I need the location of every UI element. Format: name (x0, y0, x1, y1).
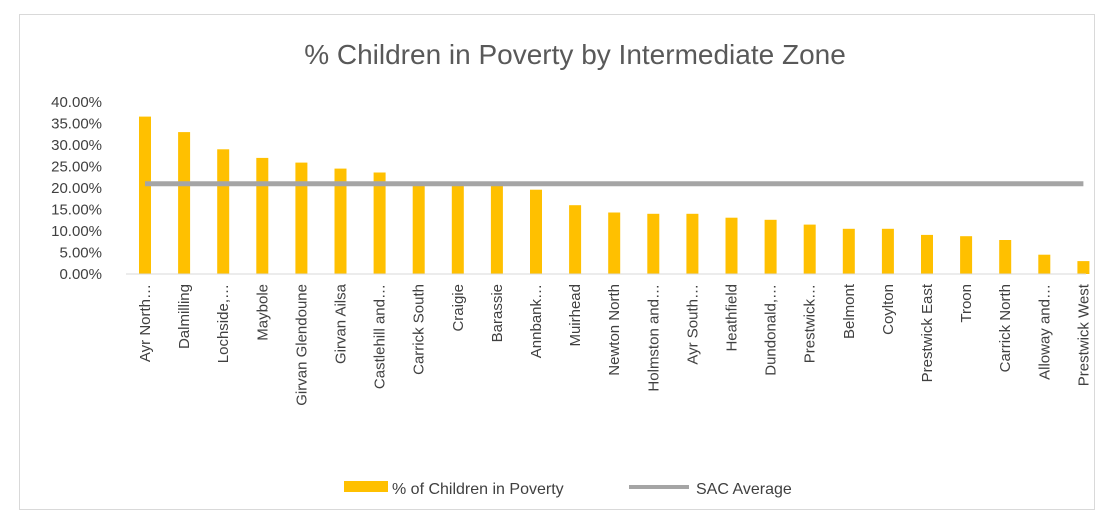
bar (842, 228, 855, 274)
y-tick-label: 10.00% (51, 223, 102, 240)
x-tick-label: Alloway and… (1036, 284, 1053, 380)
bar (217, 149, 230, 274)
x-tick-label: Craigie (450, 284, 467, 332)
bar (960, 236, 973, 274)
y-tick-label: 30.00% (51, 137, 102, 154)
bar (295, 162, 308, 274)
bar-series (126, 116, 1090, 275)
x-tick-label: Troon (958, 284, 975, 323)
bar (686, 213, 699, 274)
bar (373, 172, 386, 274)
bar (725, 217, 738, 274)
y-tick-label: 25.00% (51, 159, 102, 176)
x-tick-label: Prestwick West (1075, 283, 1092, 386)
y-tick-label: 20.00% (51, 180, 102, 197)
x-axis: Ayr North… Dalmilling Lochside,… Maybole Gir… (137, 283, 1092, 406)
bar (451, 183, 464, 274)
x-tick-label: Prestwick… (802, 284, 819, 363)
bar (490, 183, 503, 274)
bar (1077, 261, 1090, 274)
chart-title: % Children in Poverty by Intermediate Zo… (304, 39, 846, 70)
y-tick-label: 0.00% (59, 266, 102, 283)
bar (803, 224, 816, 274)
x-tick-label: Girvan Ailsa (333, 283, 350, 364)
bar (530, 189, 542, 274)
bar (412, 183, 425, 274)
x-tick-label: Ayr North… (137, 284, 154, 362)
x-tick-label: Lochside,… (215, 284, 232, 363)
x-tick-label: Carrick North (997, 284, 1014, 372)
x-tick-label: Castlehill and… (372, 284, 389, 389)
bar (1038, 254, 1051, 274)
x-tick-label: Coylton (880, 284, 897, 335)
bar (999, 240, 1012, 274)
chart-frame (19, 14, 1095, 510)
x-tick-label: Belmont (841, 283, 858, 339)
y-tick-label: 35.00% (51, 116, 102, 133)
bar (764, 219, 777, 274)
legend-label-bar: % of Children in Poverty (392, 481, 564, 498)
x-tick-label: Holmston and… (645, 284, 662, 392)
bar (881, 228, 894, 274)
x-tick-label: Maybole (254, 284, 271, 341)
bar (256, 157, 269, 274)
x-tick-label: Prestwick East (919, 283, 936, 382)
x-tick-label: Annbank… (528, 284, 545, 358)
x-tick-label: Barassie (489, 284, 506, 342)
bar (608, 212, 621, 274)
x-tick-label: Muirhead (567, 284, 584, 347)
y-tick-label: 40.00% (51, 94, 102, 111)
bar (921, 234, 933, 274)
x-tick-label: Newton North (606, 284, 623, 376)
bar (647, 213, 660, 274)
y-tick-label: 5.00% (59, 245, 102, 262)
bar (139, 116, 151, 274)
bar (334, 168, 347, 274)
y-tick-label: 15.00% (51, 202, 102, 219)
x-tick-label: Ayr South… (684, 284, 701, 365)
x-tick-label: Dundonald,… (763, 284, 780, 376)
x-tick-label: Dalmilling (176, 284, 193, 349)
y-axis: 0.00% 5.00% 10.00% 15.00% 20.00% 25.00% 30.00%… (51, 94, 102, 283)
legend-label-line: SAC Average (696, 481, 792, 498)
legend-swatch-bar (344, 481, 388, 492)
bar (569, 205, 582, 274)
x-tick-label: Heathfield (724, 284, 741, 352)
x-tick-label: Girvan Glendoune (293, 284, 310, 406)
legend: % of Children in Poverty SAC Average (344, 481, 792, 498)
x-tick-label: Carrick South (411, 284, 428, 375)
bar (178, 132, 191, 274)
